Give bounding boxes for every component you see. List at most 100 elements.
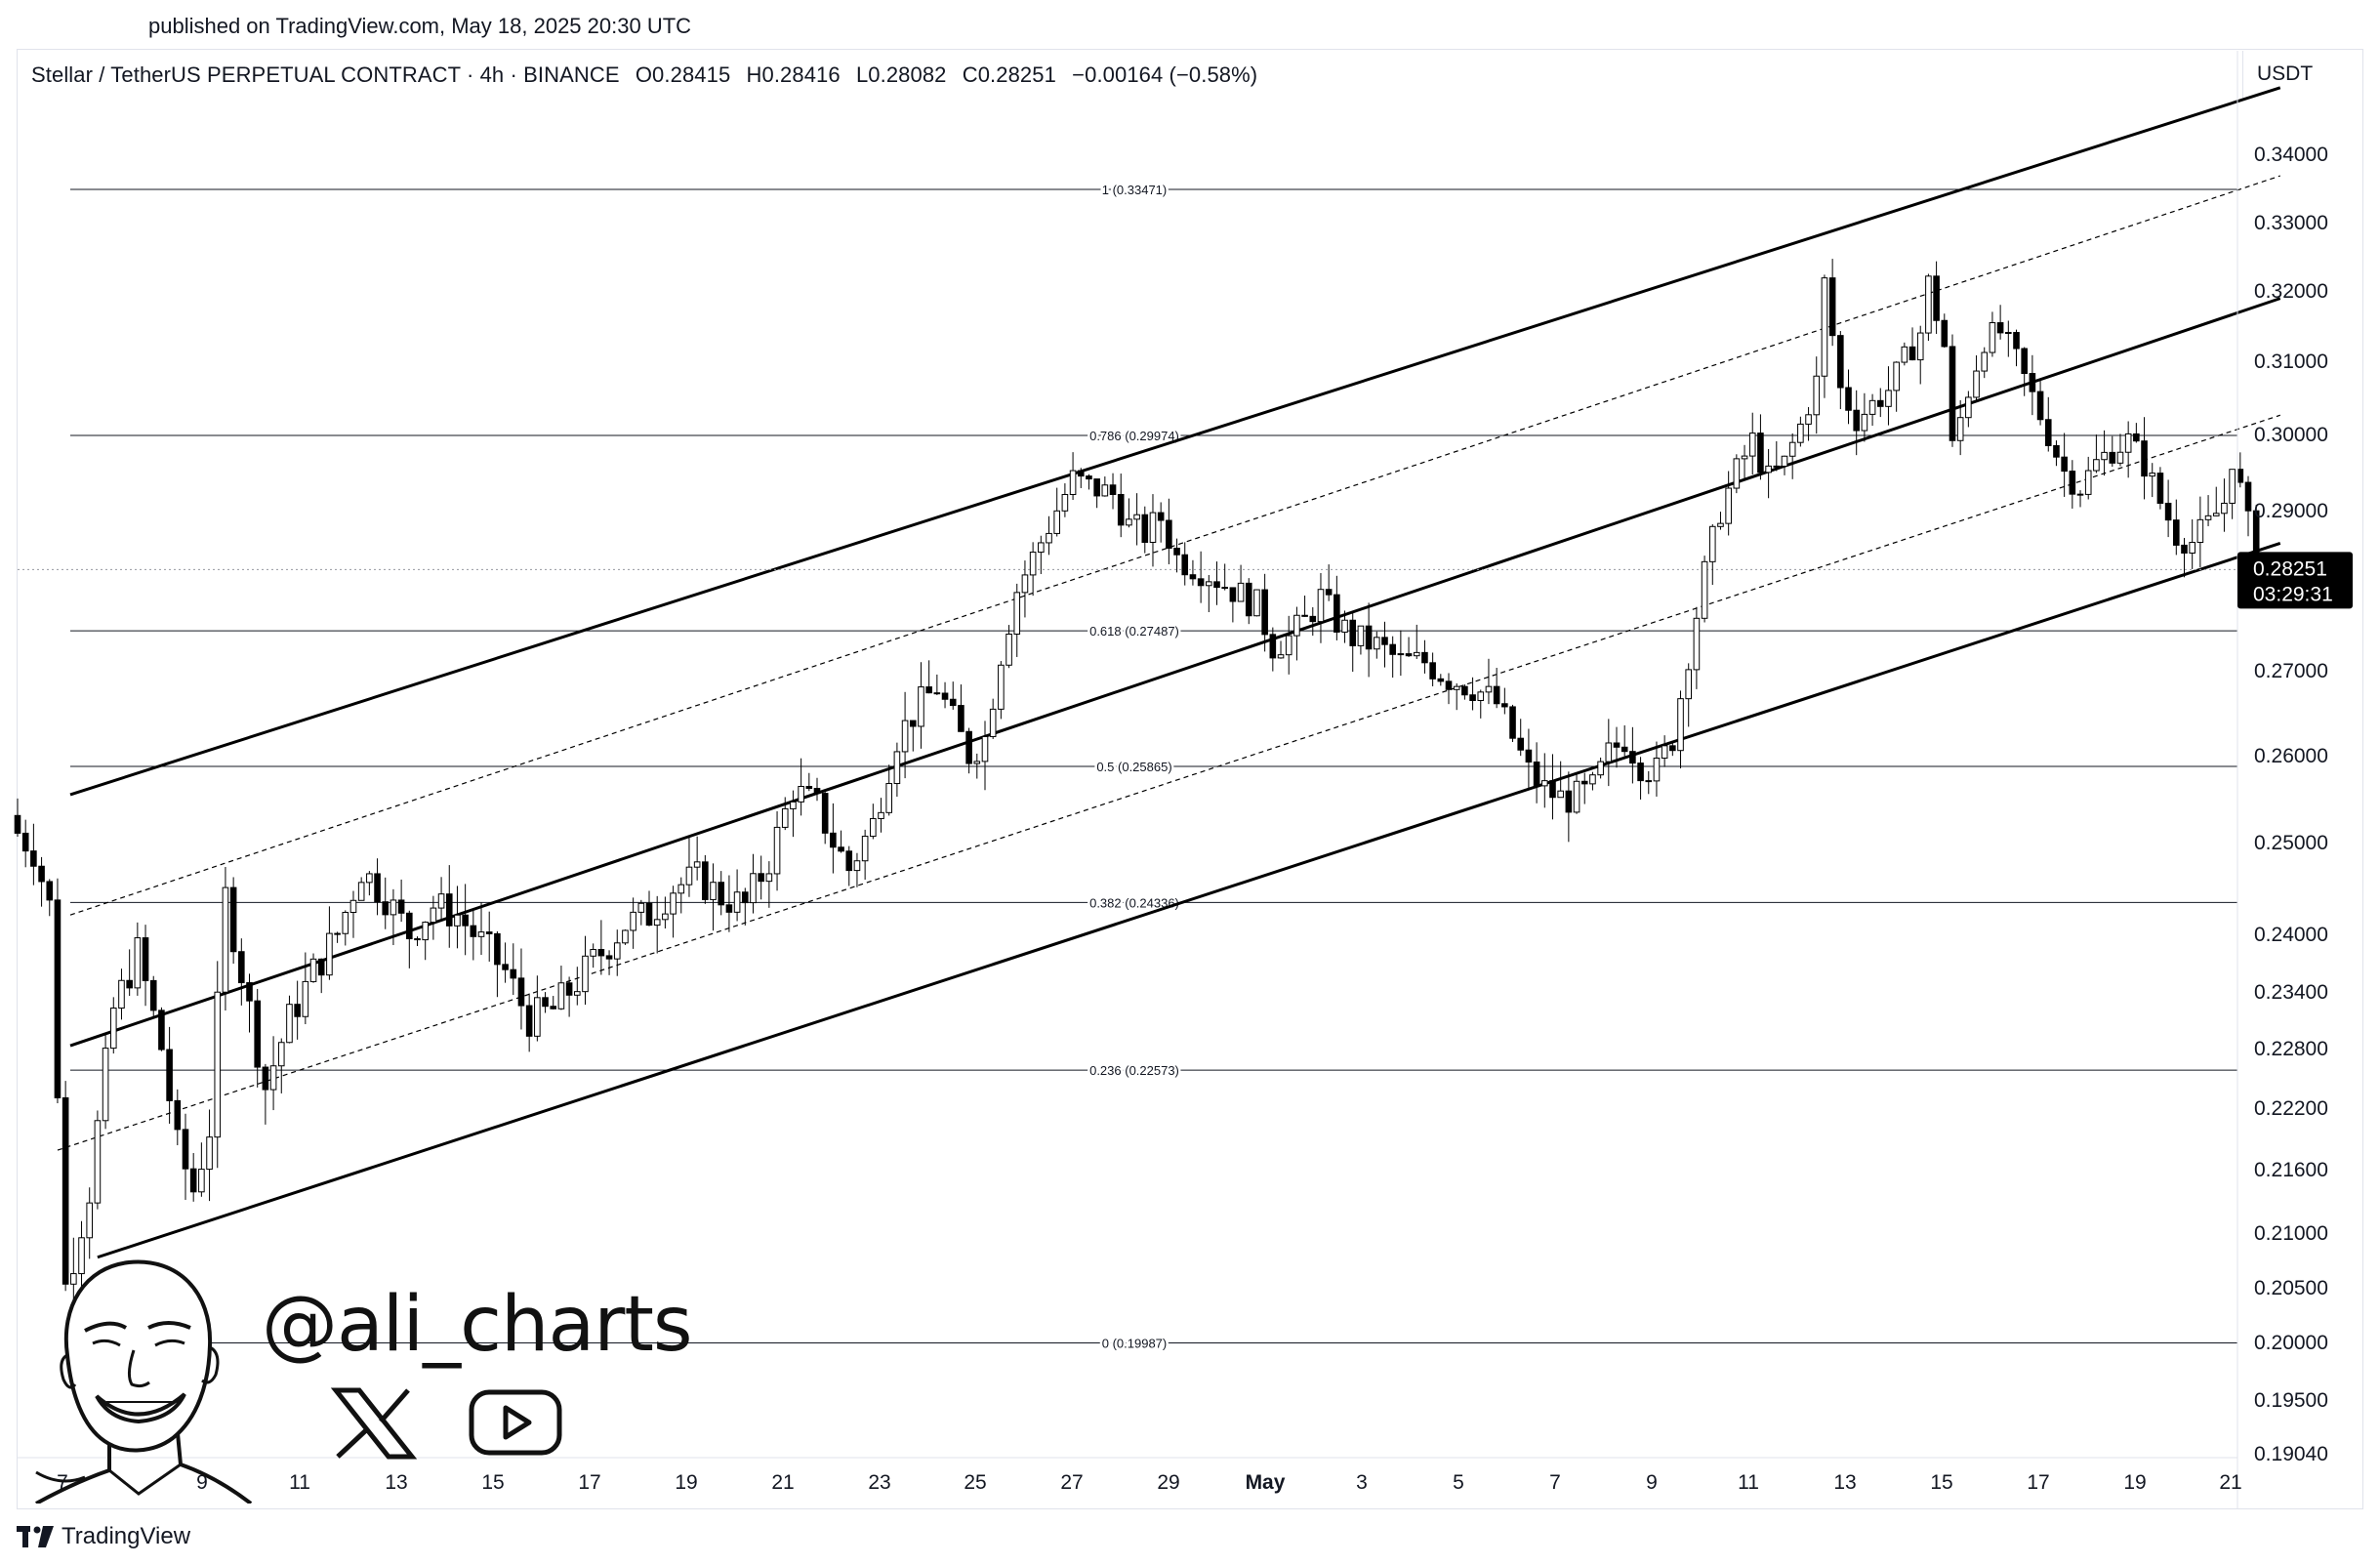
candle-down [741,891,749,904]
candle-up [637,902,645,913]
price-tick-label: 0.25000 [2254,832,2328,854]
candle-up [1101,484,1109,497]
candle-up [1277,654,1285,659]
candle-down [1621,746,1628,753]
candle-down [1845,387,1852,411]
candle-down [238,951,245,984]
candle-down [62,1096,69,1285]
candle-up [102,1048,109,1122]
candle-up [885,783,893,813]
candle-down [1876,399,1884,407]
candle-up [1374,637,1380,650]
candle-up [2149,473,2156,477]
candle-up [918,686,924,727]
candle-down [149,979,157,1011]
symbol-name[interactable]: Stellar / TetherUS PERPETUAL CONTRACT · … [31,62,620,87]
channel-line-dashed-3 [69,175,2280,916]
candle-up [557,982,565,1010]
candle-up [901,720,909,753]
candle-down [2029,373,2036,392]
price-tick-label: 0.19040 [2254,1443,2328,1465]
candle-up [430,907,437,924]
candle-down [1301,614,1308,617]
candle-down [1405,653,1413,657]
candle-up [357,882,365,901]
candle-up [70,1273,77,1285]
candle-down [965,730,972,764]
candle-up [86,1202,94,1239]
candle-up [574,991,581,996]
candlesticks [14,259,2260,1322]
candle-down [517,977,525,1007]
candle-up [286,1004,293,1044]
currency-label[interactable]: USDT [2257,62,2314,85]
candle-up [1038,542,1045,554]
tradingview-footer-logo[interactable]: TradingView [17,1523,190,1550]
time-axis[interactable]: 7 9 11 13 15 17 19 21 23 25 27 29 May 3 5 7 9 11 13 15 17 19 2… [17,1457,2242,1494]
candle-up [2084,470,2092,495]
fib-level-label-3: 0.5 (0.25865) [1096,760,1171,774]
candle-up [1805,414,1812,425]
candle-down [2013,332,2020,350]
candle-up [2005,332,2012,335]
candle-up [870,817,877,838]
fib-level-label-6: 0 (0.19987) [1102,1337,1168,1351]
candle-up [302,980,309,1017]
candle-down [317,958,325,976]
candle-down [414,938,421,941]
tradingview-logo-icon [17,1526,54,1547]
candle-up [1485,685,1493,693]
time-tick-label: 21 [2219,1471,2241,1494]
fib-level-label-4: 0.382 (0.24336) [1089,895,1179,910]
candle-up [733,891,741,913]
candle-down [1773,465,1781,468]
candle-up [989,708,997,737]
chart-frame[interactable] [17,49,2363,1509]
candle-down [1389,643,1396,655]
candle-down [2141,440,2148,477]
candle-up [1653,758,1661,782]
candle-down [2109,451,2116,464]
candle-up [630,911,636,931]
candle-up [1661,745,1668,760]
candle-up [653,919,661,927]
candle-down [645,902,653,927]
candle-down [1949,346,1956,441]
candle-up [1589,774,1596,785]
candle-down [1461,685,1468,696]
candle-up [781,807,789,828]
candle-up [750,873,757,904]
price-tick-label: 0.33000 [2254,212,2328,234]
legend-low: L0.28082 [855,62,947,87]
candle-up [677,884,685,894]
candle-up [1717,522,1724,527]
legend-open: O0.28415 [635,62,731,87]
price-axis[interactable]: 0.34000 0.33000 0.32000 0.31000 0.30000 0.290… [2236,51,2328,1508]
candle-up [2204,515,2212,520]
candle-down [294,1004,301,1017]
candle-down [565,982,573,996]
candle-down [2021,348,2028,375]
candle-down [525,1005,533,1037]
candle-up [1765,465,1772,474]
candle-down [830,832,837,848]
candle-down [1509,706,1516,739]
candle-up [342,912,349,934]
candle-up [2212,513,2220,516]
candle-up [390,899,397,916]
candle-down [1853,409,1861,432]
fib-level-label-2: 0.618 (0.27487) [1089,624,1179,639]
price-tick-label: 0.22200 [2254,1097,2328,1120]
candle-down [1197,578,1205,587]
candle-up [798,785,804,803]
candle-up [1916,332,1924,361]
candle-down [542,997,549,1008]
candle-up [1677,698,1684,752]
candle-down [813,788,821,795]
candle-up [1540,780,1548,787]
candle-up [1973,370,1980,398]
price-badge-value: 0.28251 [2253,557,2327,580]
candle-up [1733,458,1741,489]
candle-down [502,964,509,970]
